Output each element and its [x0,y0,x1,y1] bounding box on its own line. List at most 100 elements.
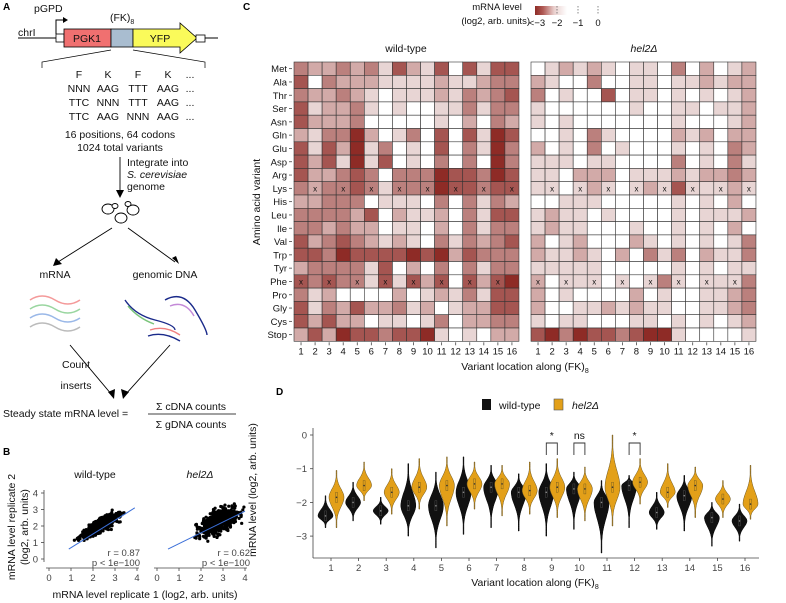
median-point [435,504,437,507]
scatter-plots: 0 1 2 3 4 0 1 2 3 4 0 1 2 3 4 [33,489,248,585]
row-label: Asp [271,157,287,168]
heatmap-cell [448,327,464,342]
heatmap-cell [600,61,616,76]
heatmap-cell [462,88,478,103]
y-tick-label: 1 [33,538,38,549]
row-label: Ala [273,77,287,88]
heatmap-cell [558,114,574,129]
heatmap-cell [586,154,602,169]
heatmap-cell [378,314,393,329]
heatmap-cell [629,274,644,289]
heatmap-cell [629,154,644,169]
panel-c: C mRNA level (log2, arb. units) <−3 −2 −1 0… [243,2,757,375]
scatter-ylabel-1: mRNA level replicate 2 [6,474,18,580]
heatmap-cell [335,168,351,182]
wildtype-marker: x [454,184,458,193]
scatter-point [117,511,121,515]
insert-text: (FK) [110,12,130,24]
x-tick-label: 10 [574,563,585,574]
heatmap-cell [530,168,546,182]
row-label: Met [271,64,287,75]
heatmap-cell [406,247,421,262]
heatmap-cell [615,327,630,342]
boxplot [445,480,449,491]
heatmap-cell [476,287,492,302]
heatmap-cell [448,61,464,76]
heatmap-cell [727,287,743,302]
violin-wildtype [648,492,665,530]
heatmap-cell [349,61,365,76]
heatmap-cell [293,327,309,342]
heatmap-cell [490,247,506,262]
zoom-bracket [41,49,206,68]
scatter-point [203,523,207,527]
count-label-1: Count [62,359,90,371]
heatmap-cell [462,301,478,315]
codon-cell: NNN [97,97,120,109]
boxplot [379,505,382,517]
scatter-point [194,536,198,540]
heatmap-cell [504,274,520,289]
legend-swatch-hel2 [553,398,564,411]
heatmap-cell [406,61,421,76]
heatmap-cell [363,141,379,156]
scatter-point [118,520,122,524]
heatmap-cell [713,114,729,129]
heatmap-cell [293,314,309,329]
heatmap-cell [615,75,630,89]
row-label: His [273,197,287,208]
heatmap-cell [713,88,729,103]
heatmap-cell [448,168,464,182]
heatmap-cell [615,128,630,143]
heatmap-cell [490,194,506,209]
heatmap-cell [406,234,421,249]
heatmap-cell [434,168,449,182]
codon-header: K [164,69,171,81]
heatmap-cell [558,234,574,249]
heatmap-cell [321,128,337,143]
heatmap-cell [657,128,672,143]
violin-wildtype [483,465,499,528]
heatmap-cell [448,128,464,143]
pgk1-label: PGK1 [73,33,101,45]
scatter-point [242,505,246,509]
col-label: 15 [493,346,504,357]
scatter-point [227,504,231,508]
boxplot [600,497,603,508]
heatmap-cell [671,88,686,103]
heatmap-cell [600,261,616,276]
y-tick-label: −3 [296,532,307,543]
wildtype-marker: x [496,277,500,286]
heatmap-cell [544,208,560,222]
heatmap-cell [544,327,560,342]
heatmap-cell [713,194,729,209]
heatmap-cell [600,274,616,289]
heatmap-cell [363,327,379,342]
heatmap-cell [378,221,393,236]
heatmap-cell [434,101,449,116]
significance-label: * [550,430,554,442]
heatmap-cell [615,141,630,156]
formula-numerator: Σ cDNA counts [156,401,226,413]
boxplot [434,500,438,511]
heatmap-cell [420,75,435,89]
codon-cell: AAG [157,111,179,123]
heatmap-cell [615,208,630,222]
codon-cell: AAG [97,83,119,95]
heatmap-cell [685,221,701,236]
significance-label: * [633,430,637,442]
heatmap-cell [615,261,630,276]
heatmap-cell [434,154,449,169]
heatmap-cell [378,234,393,249]
heatmap-cell [615,181,630,196]
scatter-point [101,529,105,533]
heatmap-cell [727,101,743,116]
scatter-point [212,534,216,538]
heatmap-cell [490,208,506,222]
wildtype-marker: x [550,184,554,193]
formula-denominator: Σ gDNA counts [156,419,227,431]
median-point [666,491,669,494]
col-label: 10 [422,346,433,357]
heatmap-cell [530,221,546,236]
heatmap-cell [406,114,421,129]
